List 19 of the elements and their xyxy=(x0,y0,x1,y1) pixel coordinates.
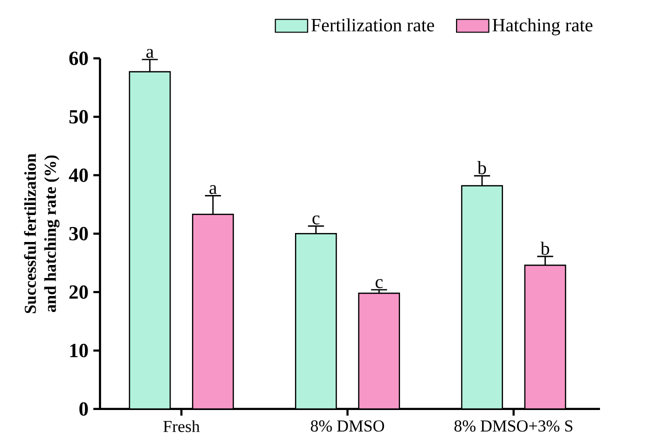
x-tick-label: Fresh xyxy=(163,420,200,432)
data-label: a xyxy=(209,185,217,194)
data-label: c xyxy=(376,279,383,288)
data-label: b xyxy=(540,242,550,255)
y-tick-label: 50 xyxy=(69,110,88,124)
data-label: c xyxy=(312,215,320,224)
y-tick-label: 0 xyxy=(79,402,88,416)
y-tick-label: 20 xyxy=(69,285,88,299)
legend-label: Fertilization rate xyxy=(311,18,434,32)
x-tick-label: 8% DMSO xyxy=(310,420,384,432)
legend-label: Hatching rate xyxy=(492,18,592,36)
y-tick-label: 30 xyxy=(69,226,88,240)
y-axis-title: Successful fertilization and hatching rate (%) xyxy=(24,154,60,314)
data-label: a xyxy=(146,48,154,58)
x-tick-label: 8% DMSO+3% S xyxy=(454,420,572,432)
data-label: b xyxy=(477,161,486,174)
y-tick-label: 60 xyxy=(69,52,88,66)
y-tick-label: 40 xyxy=(68,168,88,182)
y-tick-label: 10 xyxy=(70,344,88,358)
